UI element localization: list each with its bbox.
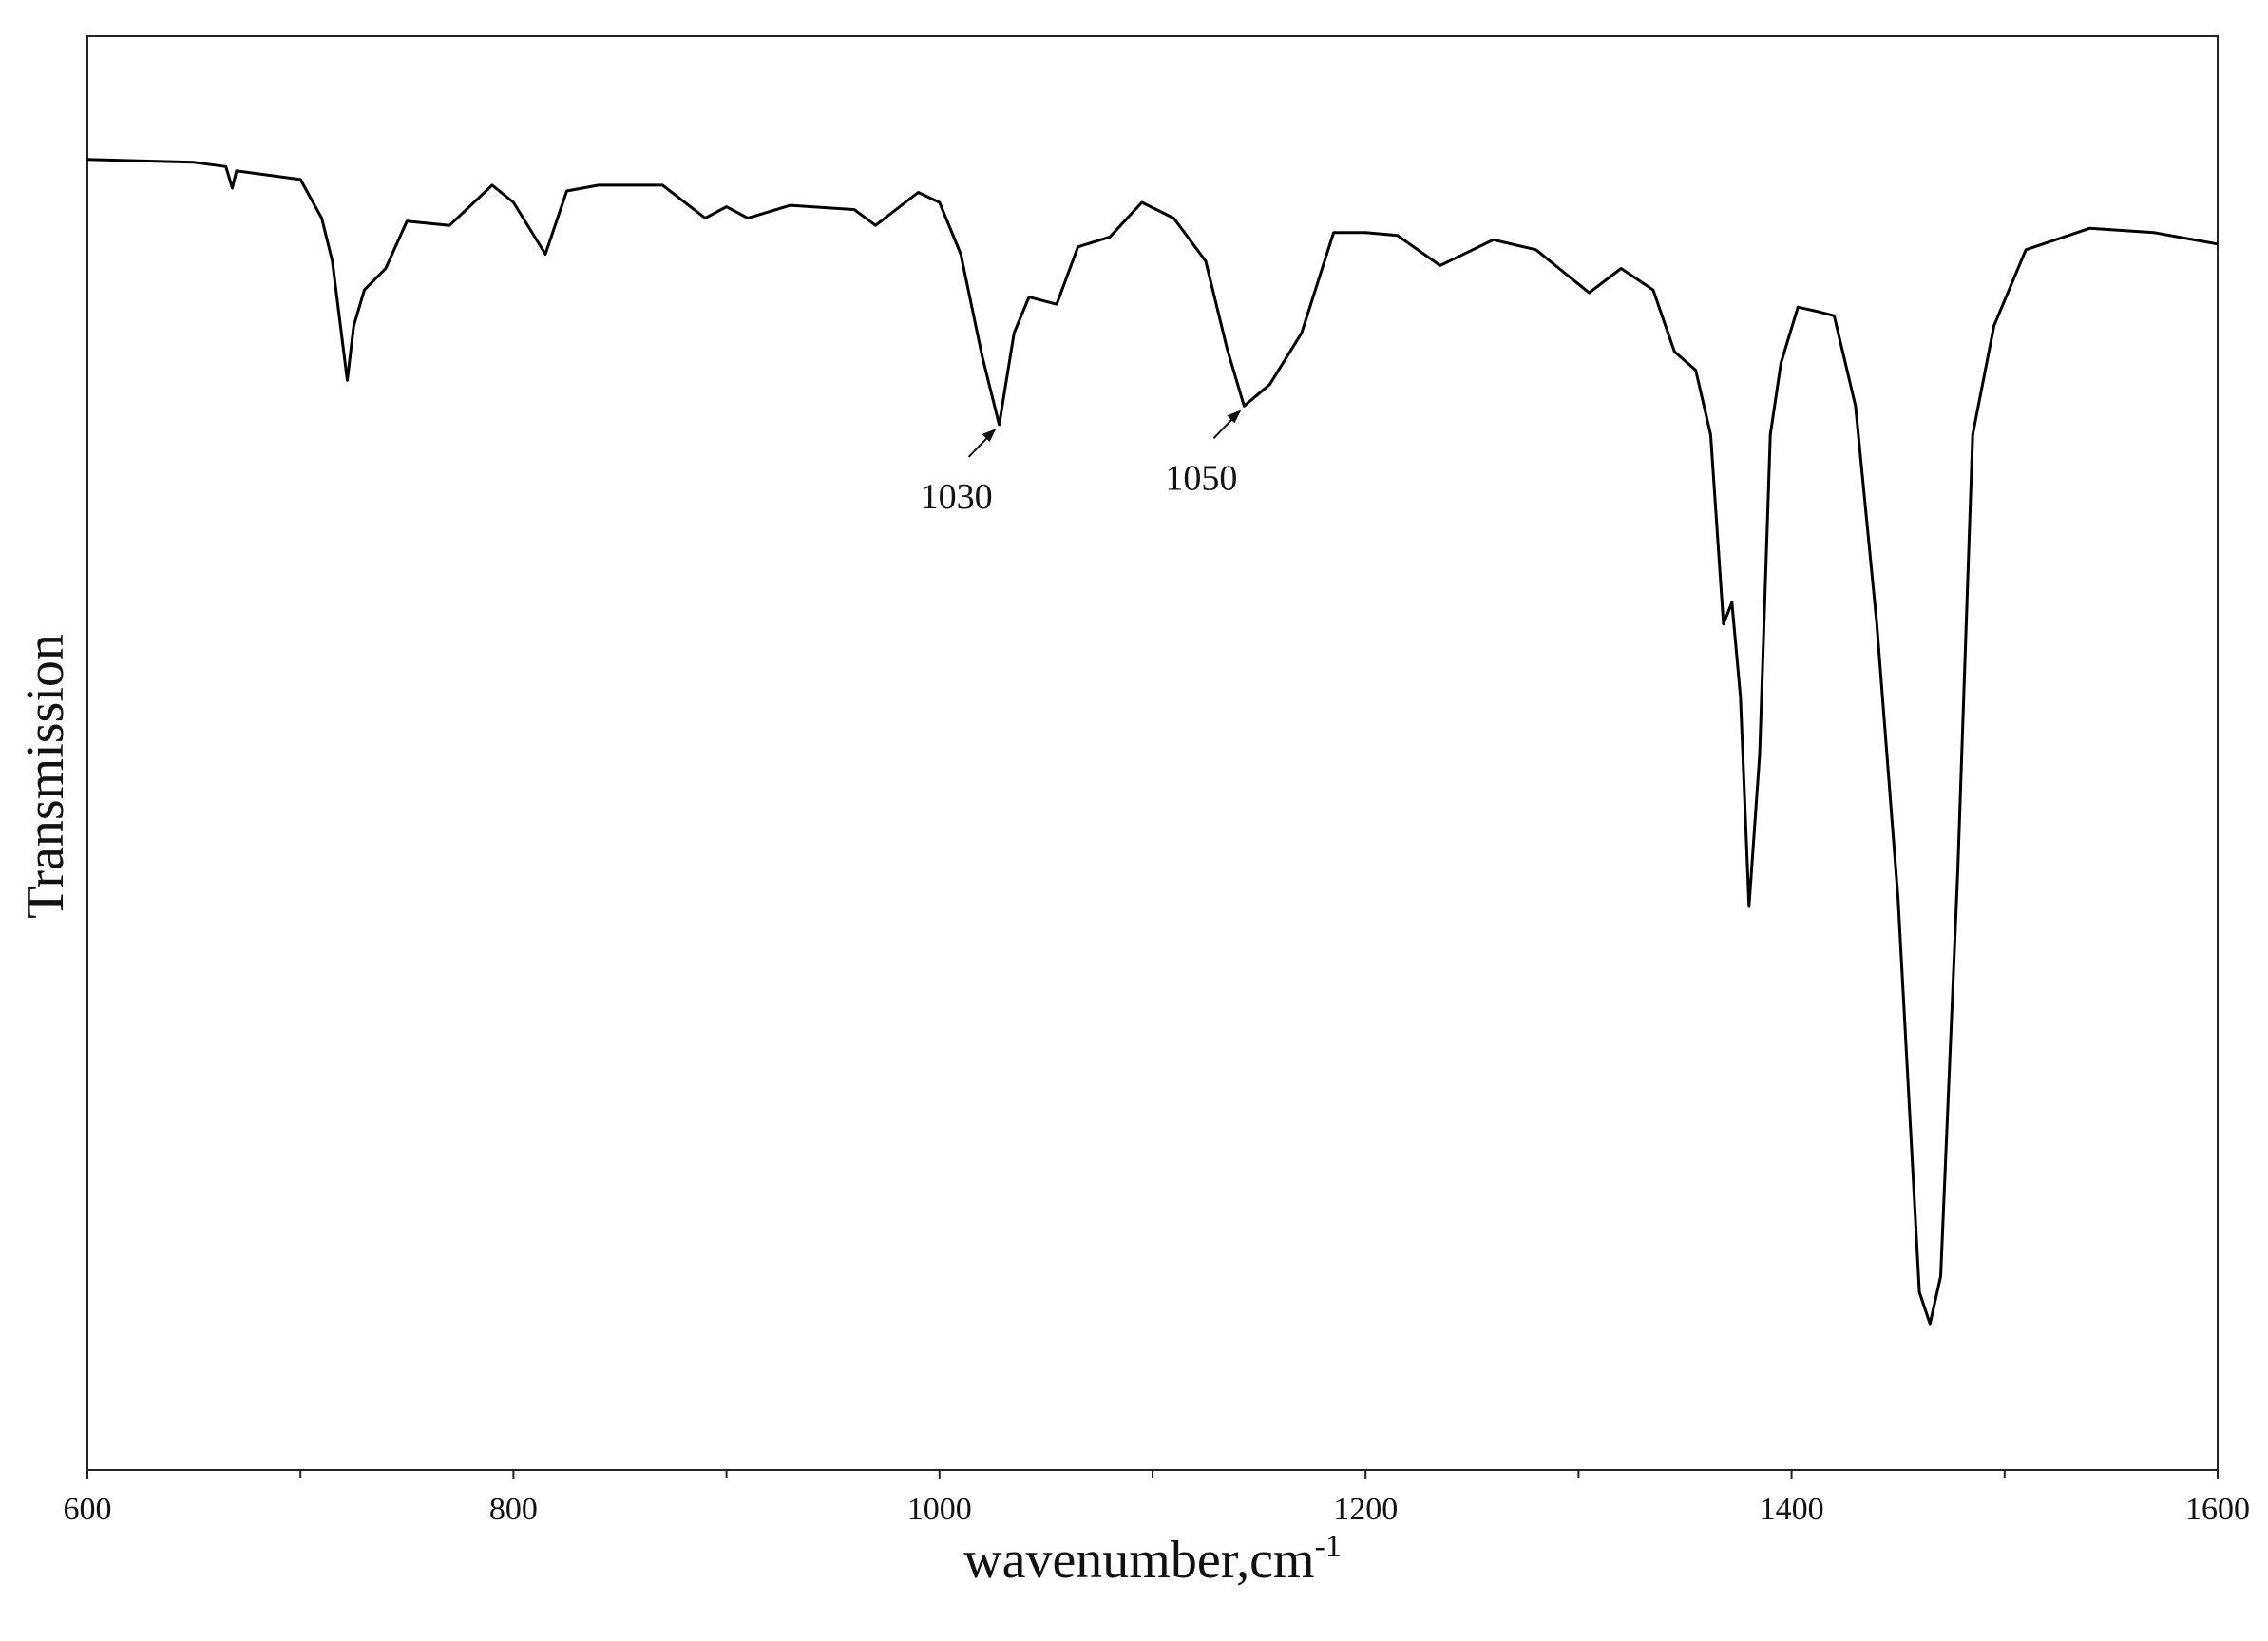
x-axis-label-superscript: -1	[1315, 1529, 1342, 1564]
x-axis-label-text: wavenumber,cm	[963, 1531, 1314, 1590]
x-axis-label: wavenumber,cm-1	[963, 1529, 1342, 1590]
annotation-label: 1050	[1165, 458, 1237, 498]
annotation-arrowhead	[982, 428, 997, 442]
x-tick-label: 1600	[2185, 1492, 2250, 1527]
spectrum-line	[86, 158, 2219, 1326]
x-tick-label: 1400	[1760, 1492, 1824, 1527]
y-axis-label: Transmission	[16, 634, 75, 919]
x-tick-label: 600	[64, 1492, 112, 1527]
plot-frame	[86, 35, 2219, 1471]
x-tick-label: 1000	[907, 1492, 972, 1527]
annotation-label: 1030	[921, 477, 993, 517]
x-tick-label: 800	[489, 1492, 538, 1527]
x-tick-label: 1200	[1333, 1492, 1398, 1527]
annotation-arrowhead	[1227, 410, 1242, 424]
